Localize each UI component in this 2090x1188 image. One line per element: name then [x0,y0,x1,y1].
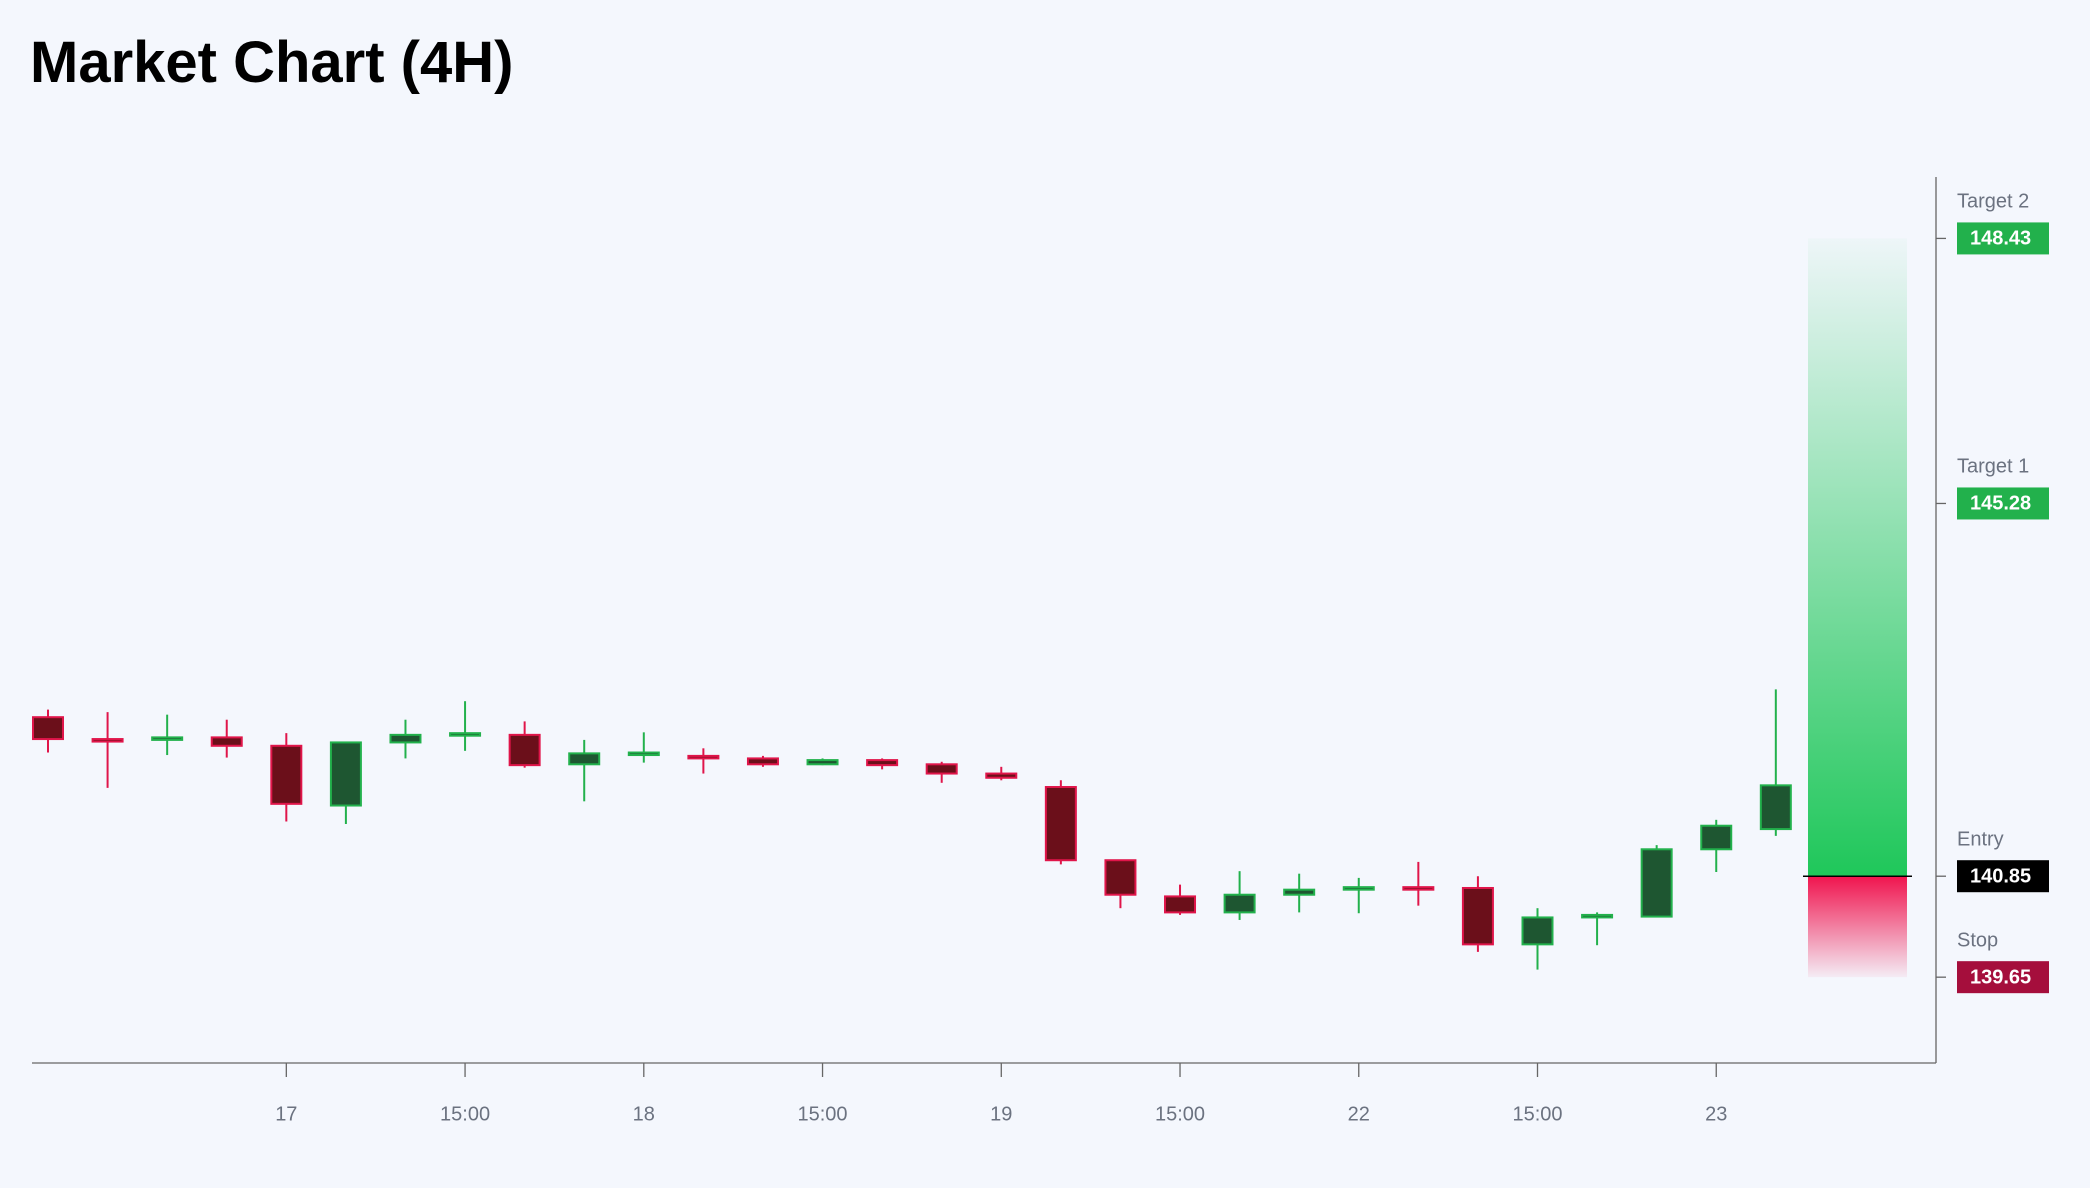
candle-body [627,751,660,757]
candle-body [449,732,482,737]
level-badge [1957,222,2049,255]
profit-zone [1808,238,1907,877]
x-tick-label: 18 [633,1103,655,1125]
level-value: 139.65 [1970,966,2031,988]
level-value: 145.28 [1970,493,2031,515]
candle-body [866,759,899,767]
chart-title: Market Chart (4H) [30,30,513,95]
candle-body [1700,824,1733,851]
candle-body [210,736,243,747]
candle-body [1164,895,1197,914]
x-tick-label: 23 [1705,1103,1727,1125]
candle-body [151,736,184,741]
x-tick-label: 15:00 [1512,1103,1562,1125]
candle-body [270,744,303,805]
candle-body [925,763,958,775]
x-tick-label: 19 [990,1103,1012,1125]
level-label: Entry [1957,828,2004,850]
candle-body [1461,886,1494,946]
x-tick-label: 22 [1348,1103,1370,1125]
candle-body [1044,786,1077,862]
candle-body [985,772,1018,779]
candle-body [1759,784,1792,831]
level-value: 148.43 [1970,228,2031,250]
candle-body [1402,886,1435,891]
level-badge [1957,961,2049,994]
candle-body [1640,848,1673,918]
loss-zone [1808,876,1907,978]
level-label: Target 1 [1957,456,2029,478]
candle-body [687,754,720,760]
level-badge [1957,860,2049,893]
x-tick-label: 15:00 [798,1103,848,1125]
candle-body [1521,916,1554,946]
level-label: Target 2 [1957,191,2029,213]
candle-body [32,716,64,741]
candle-body [508,733,541,767]
x-tick-label: 17 [275,1103,297,1125]
candle-body [1104,859,1137,896]
level-value: 140.85 [1970,865,2031,887]
x-tick-label: 15:00 [440,1103,490,1125]
candle-body [1223,893,1256,914]
candle-body [329,741,362,807]
candle-body [91,738,124,743]
candle-body [568,752,601,766]
candle-body [389,733,422,744]
level-badge [1957,487,2049,520]
candle-body [806,759,839,766]
x-tick-label: 15:00 [1155,1103,1205,1125]
candle-body [746,757,779,766]
candle-body [1342,886,1375,891]
level-label: Stop [1957,929,1998,951]
candle-body [1283,888,1316,896]
candle-body [1581,913,1614,919]
